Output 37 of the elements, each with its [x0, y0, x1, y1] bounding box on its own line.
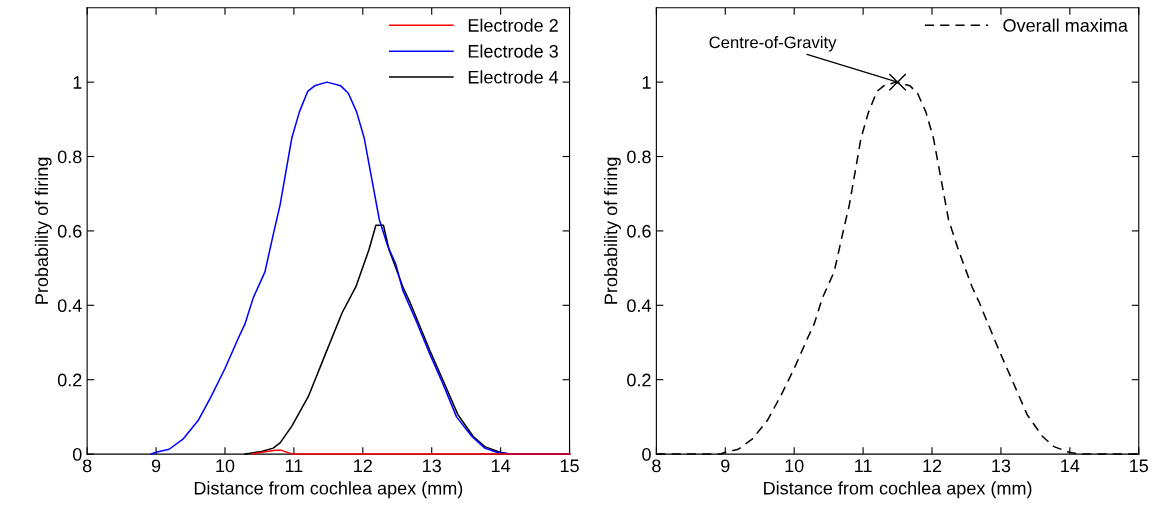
y-tick-label: 0.6	[627, 224, 651, 238]
annotation: Centre-of-Gravity	[709, 36, 837, 52]
x-tick-label: 13	[992, 459, 1011, 473]
y-tick-label: 1	[642, 76, 651, 89]
legend-label: Electrode 3	[468, 44, 558, 58]
x-tick-label: 9	[721, 459, 730, 473]
y-tick-label: 0.4	[627, 299, 651, 313]
legend-label: Electrode 2	[468, 18, 558, 32]
y-tick-label: 0.6	[57, 224, 82, 238]
x-tick-label: 15	[1130, 459, 1149, 473]
x-tick-label: 15	[560, 459, 579, 473]
x-tick-label: 13	[423, 459, 441, 473]
x-tick-label: 10	[785, 459, 804, 473]
x-tick-label: 14	[491, 459, 511, 473]
y-tick-label: 0.8	[57, 150, 82, 164]
x-tick-label: 11	[285, 459, 303, 473]
y-tick-label: 0	[72, 448, 82, 461]
y-tick-label: 0.2	[627, 373, 651, 387]
legend-label: Overall maxima	[1003, 18, 1128, 32]
x-tick-label: 10	[216, 459, 235, 473]
y-tick-label: 0.8	[627, 150, 651, 164]
y-axis-title: Probability of firing	[34, 157, 52, 304]
x-tick-label: 12	[354, 459, 372, 473]
y-axis-title: Probability of firing	[604, 157, 621, 304]
x-tick-label: 8	[652, 459, 661, 473]
x-tick-label: 11	[855, 459, 872, 473]
y-tick-label: 0.4	[57, 299, 82, 313]
x-tick-label: 12	[923, 459, 942, 473]
y-tick-label: 0.2	[57, 373, 82, 387]
x-axis-title: Distance from cochlea apex (mm)	[764, 481, 1032, 499]
x-tick-label: 14	[1061, 459, 1080, 473]
x-axis-title: Distance from cochlea apex (mm)	[194, 481, 463, 499]
x-tick-label: 9	[151, 459, 161, 473]
x-tick-label: 8	[82, 459, 92, 473]
legend-label: Electrode 4	[468, 70, 559, 84]
y-tick-label: 1	[73, 76, 82, 89]
y-tick-label: 0	[642, 448, 651, 461]
